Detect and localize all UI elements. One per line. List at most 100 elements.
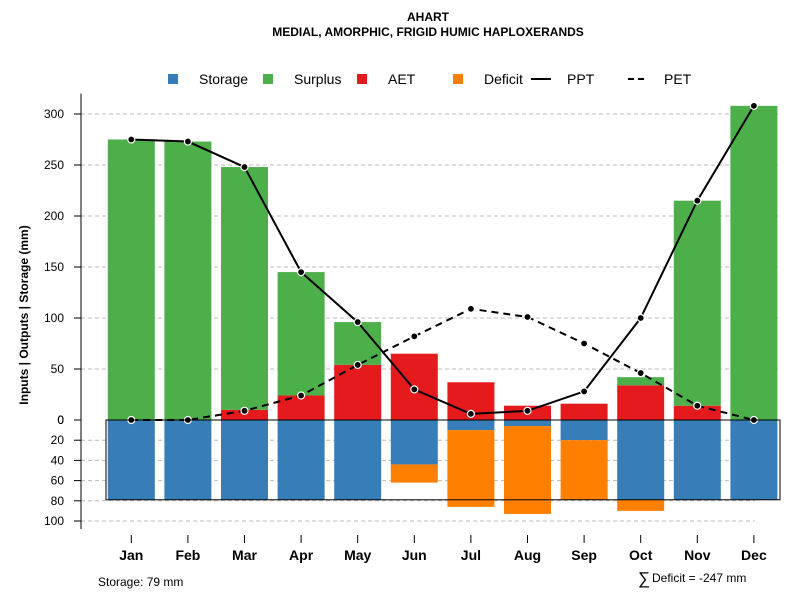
legend-item-pet: PET: [628, 71, 692, 87]
bar-storage-apr: [277, 420, 325, 500]
bar-storage-may: [334, 420, 382, 500]
legend-item-storage: Storage: [168, 71, 248, 87]
bar-surplus-mar: [221, 167, 268, 410]
bar-deficit-jun: [390, 464, 438, 483]
chart-title: AHART: [407, 10, 450, 24]
footer-storage: Storage: 79 mm: [98, 575, 183, 589]
legend-label-ppt: PPT: [567, 71, 595, 87]
x-tick-label-jul: Jul: [461, 547, 481, 563]
ppt-point-jul: [466, 409, 475, 418]
bar-deficit-oct: [617, 499, 665, 511]
x-tick-label-sep: Sep: [571, 547, 597, 563]
bars: [107, 105, 778, 514]
bar-surplus-feb: [164, 141, 212, 421]
bar-deficit-aug: [504, 426, 551, 514]
pet-point-jul: [466, 304, 475, 313]
ppt-point-sep: [579, 387, 589, 396]
y-tick-label-upper-200: 200: [44, 209, 64, 223]
bar-storage-feb: [164, 420, 212, 500]
x-tick-label-mar: Mar: [232, 547, 257, 563]
legend-item-deficit: Deficit: [453, 71, 523, 87]
x-tick-label-nov: Nov: [684, 547, 711, 563]
bar-storage-mar: [221, 420, 268, 500]
bar-storage-jul: [447, 420, 495, 431]
bar-storage-jun: [390, 420, 438, 465]
y-tick-label-upper-100: 100: [44, 311, 64, 325]
bar-storage-oct: [617, 420, 665, 500]
x-tick-label-jan: Jan: [119, 547, 143, 563]
legend-item-surplus: Surplus: [263, 71, 341, 87]
x-tick-label-oct: Oct: [629, 547, 653, 563]
y-tick-label-lower-20: 20: [51, 433, 65, 447]
pet-point-aug: [523, 312, 532, 322]
chart-subtitle: MEDIAL, AMORPHIC, FRIGID HUMIC HAPLOXERA…: [272, 25, 584, 39]
bar-surplus-oct: [617, 377, 665, 386]
legend-swatch-aet: [357, 74, 367, 84]
storage-capacity-frame: [105, 419, 781, 501]
y-tick-label-upper-250: 250: [44, 158, 64, 172]
ppt-line: [131, 105, 755, 415]
y-tick-label-lower-60: 60: [51, 474, 65, 488]
y-tick-label-lower-0: 0: [57, 413, 64, 427]
bar-surplus-may: [334, 322, 382, 365]
footer-deficit: Deficit = -247 mm: [652, 571, 746, 585]
ppt-point-dec: [749, 101, 759, 110]
x-tick-label-feb: Feb: [175, 547, 200, 563]
pet-point-apr: [297, 391, 306, 400]
pet-point-oct: [636, 368, 645, 378]
y-tick-label-lower-80: 80: [51, 494, 65, 508]
ppt-point-nov: [693, 196, 702, 205]
pet-point-may: [353, 360, 362, 370]
x-tick-label-may: May: [344, 547, 371, 563]
ppt-point-aug: [523, 406, 532, 415]
x-tick-label-jun: Jun: [402, 547, 427, 563]
legend-item-ppt: PPT: [531, 71, 595, 87]
bar-storage-aug: [504, 420, 551, 427]
y-tick-label-lower-40: 40: [51, 453, 65, 467]
x-tick-label-dec: Dec: [741, 547, 767, 563]
bar-aet-sep: [560, 403, 608, 420]
x-tick-label-apr: Apr: [289, 547, 314, 563]
bar-surplus-nov: [673, 200, 721, 406]
y-tick-label-upper-300: 300: [44, 107, 64, 121]
series-lines: [127, 101, 759, 425]
bar-surplus-apr: [277, 272, 325, 396]
legend-swatch-deficit: [453, 74, 463, 84]
bar-aet-oct: [617, 385, 665, 420]
bar-deficit-sep: [560, 440, 608, 500]
legend-swatch-surplus: [263, 74, 273, 84]
pet-point-nov: [693, 401, 702, 410]
ppt-point-oct: [636, 313, 645, 323]
y-tick-label-upper-50: 50: [51, 362, 65, 376]
bar-storage-jan: [107, 420, 155, 500]
legend-label-deficit: Deficit: [484, 71, 523, 87]
legend-label-pet: PET: [664, 71, 692, 87]
y-tick-label-lower-100: 100: [44, 514, 64, 528]
y-tick-label-upper-0: 0: [57, 413, 64, 427]
legend-label-storage: Storage: [199, 71, 248, 87]
y-axis-label: Inputs | Outputs | Storage (mm): [17, 225, 31, 404]
bar-deficit-jul: [447, 430, 495, 507]
bar-surplus-jan: [107, 139, 155, 420]
bar-storage-sep: [560, 420, 608, 441]
pet-point-jun: [410, 332, 419, 341]
y-tick-label-upper-150: 150: [44, 260, 64, 274]
legend-label-aet: AET: [388, 71, 416, 87]
ppt-point-feb: [183, 137, 192, 146]
pet-point-mar: [240, 406, 249, 415]
ppt-point-mar: [240, 162, 249, 172]
legend-item-aet: AET: [357, 71, 416, 87]
x-tick-label-aug: Aug: [514, 547, 541, 563]
sum-icon: ∑: [638, 569, 650, 588]
ppt-point-apr: [297, 268, 306, 277]
ppt-point-jan: [127, 135, 136, 144]
legend-swatch-storage: [168, 74, 178, 84]
ppt-point-may: [353, 317, 362, 327]
ppt-point-jun: [410, 385, 419, 394]
legend-label-surplus: Surplus: [294, 71, 341, 87]
legend: Storage Surplus AET Deficit PPT PET: [168, 71, 692, 87]
pet-point-sep: [579, 339, 589, 348]
bar-surplus-dec: [730, 105, 778, 420]
